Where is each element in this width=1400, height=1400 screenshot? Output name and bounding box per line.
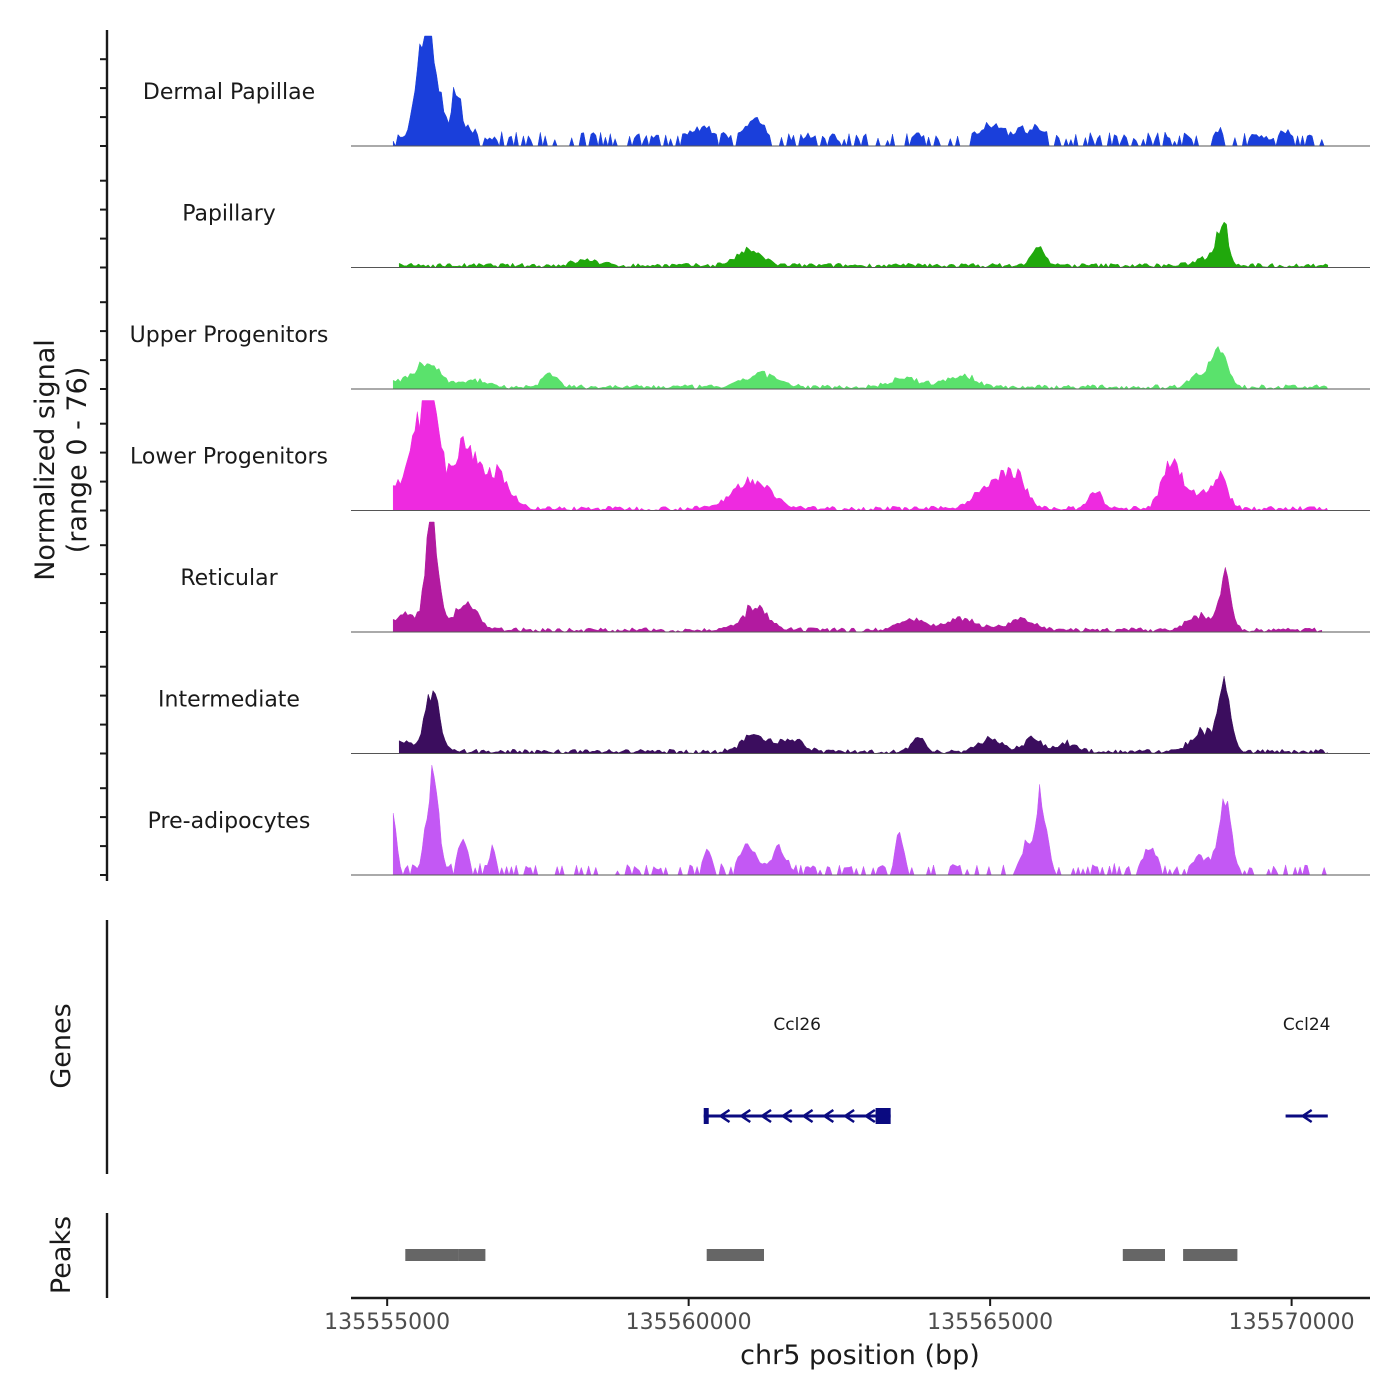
coverage-y-axis-subtitle: (range 0 - 76)	[62, 367, 93, 554]
coverage-area	[392, 521, 1323, 633]
coverage-tracks: Dermal Papillae Papillary Upper Progenitor…	[130, 35, 1370, 876]
peaks-y-axis-title: Peaks	[46, 1216, 77, 1294]
peak-region-bar	[1183, 1249, 1238, 1261]
coverage-y-axis-title: Normalized signal	[30, 339, 61, 581]
gene-label: Ccl24	[1283, 1015, 1331, 1035]
gene-annotations: Ccl26 Ccl24	[703, 1015, 1331, 1124]
x-axis-ticks: 135555000 135560000 135565000 135570000	[324, 1298, 1355, 1335]
x-tick-label: 135570000	[1229, 1310, 1355, 1335]
genes-y-axis-title: Genes	[46, 1003, 77, 1088]
peak-regions	[405, 1249, 1238, 1261]
strand-arrow	[801, 1108, 814, 1124]
strand-arrow	[822, 1108, 835, 1124]
gene-exon	[703, 1108, 709, 1124]
peak-region-bar	[458, 1249, 486, 1261]
track-lower-progenitors: Lower Progenitors	[130, 400, 1370, 511]
peak-region-bar	[1122, 1249, 1165, 1261]
x-tick-label: 135555000	[324, 1310, 450, 1335]
coverage-area	[392, 764, 1328, 876]
strand-arrow	[863, 1108, 876, 1124]
track-label: Intermediate	[158, 688, 300, 713]
gene-ccl24: Ccl24	[1283, 1015, 1331, 1124]
coverage-area	[392, 400, 1329, 511]
coverage-y-axis-ticks	[100, 58, 107, 876]
track-label: Upper Progenitors	[130, 323, 329, 348]
track-dermal-papillae: Dermal Papillae	[143, 35, 1370, 147]
track-label: Papillary	[182, 202, 276, 227]
x-tick-label: 135560000	[626, 1310, 752, 1335]
coverage-area	[392, 345, 1329, 390]
strand-arrow	[739, 1108, 751, 1124]
track-label: Lower Progenitors	[130, 445, 328, 470]
track-pre-adipocytes: Pre-adipocytes	[148, 764, 1370, 876]
coverage-area	[392, 35, 1328, 147]
peak-region-bar	[706, 1249, 764, 1261]
strand-arrow	[780, 1108, 793, 1124]
peak-region-bar	[405, 1249, 459, 1261]
track-label: Dermal Papillae	[143, 80, 315, 105]
track-label: Pre-adipocytes	[148, 809, 311, 834]
gene-exon	[875, 1108, 891, 1124]
strand-arrow	[842, 1108, 855, 1124]
coverage-area	[398, 676, 1329, 754]
strand-arrow	[1300, 1108, 1313, 1124]
track-papillary: Papillary	[182, 202, 1370, 268]
x-axis-title: chr5 position (bp)	[740, 1340, 980, 1371]
track-reticular: Reticular	[180, 521, 1370, 633]
strand-arrow	[759, 1108, 772, 1124]
gene-label: Ccl26	[773, 1015, 821, 1035]
track-intermediate: Intermediate	[158, 676, 1370, 754]
gene-ccl26: Ccl26	[703, 1015, 891, 1124]
track-label: Reticular	[180, 566, 278, 591]
coverage-area	[398, 221, 1329, 268]
track-upper-progenitors: Upper Progenitors	[130, 323, 1370, 390]
x-tick-label: 135565000	[927, 1310, 1053, 1335]
strand-arrow	[718, 1108, 731, 1124]
